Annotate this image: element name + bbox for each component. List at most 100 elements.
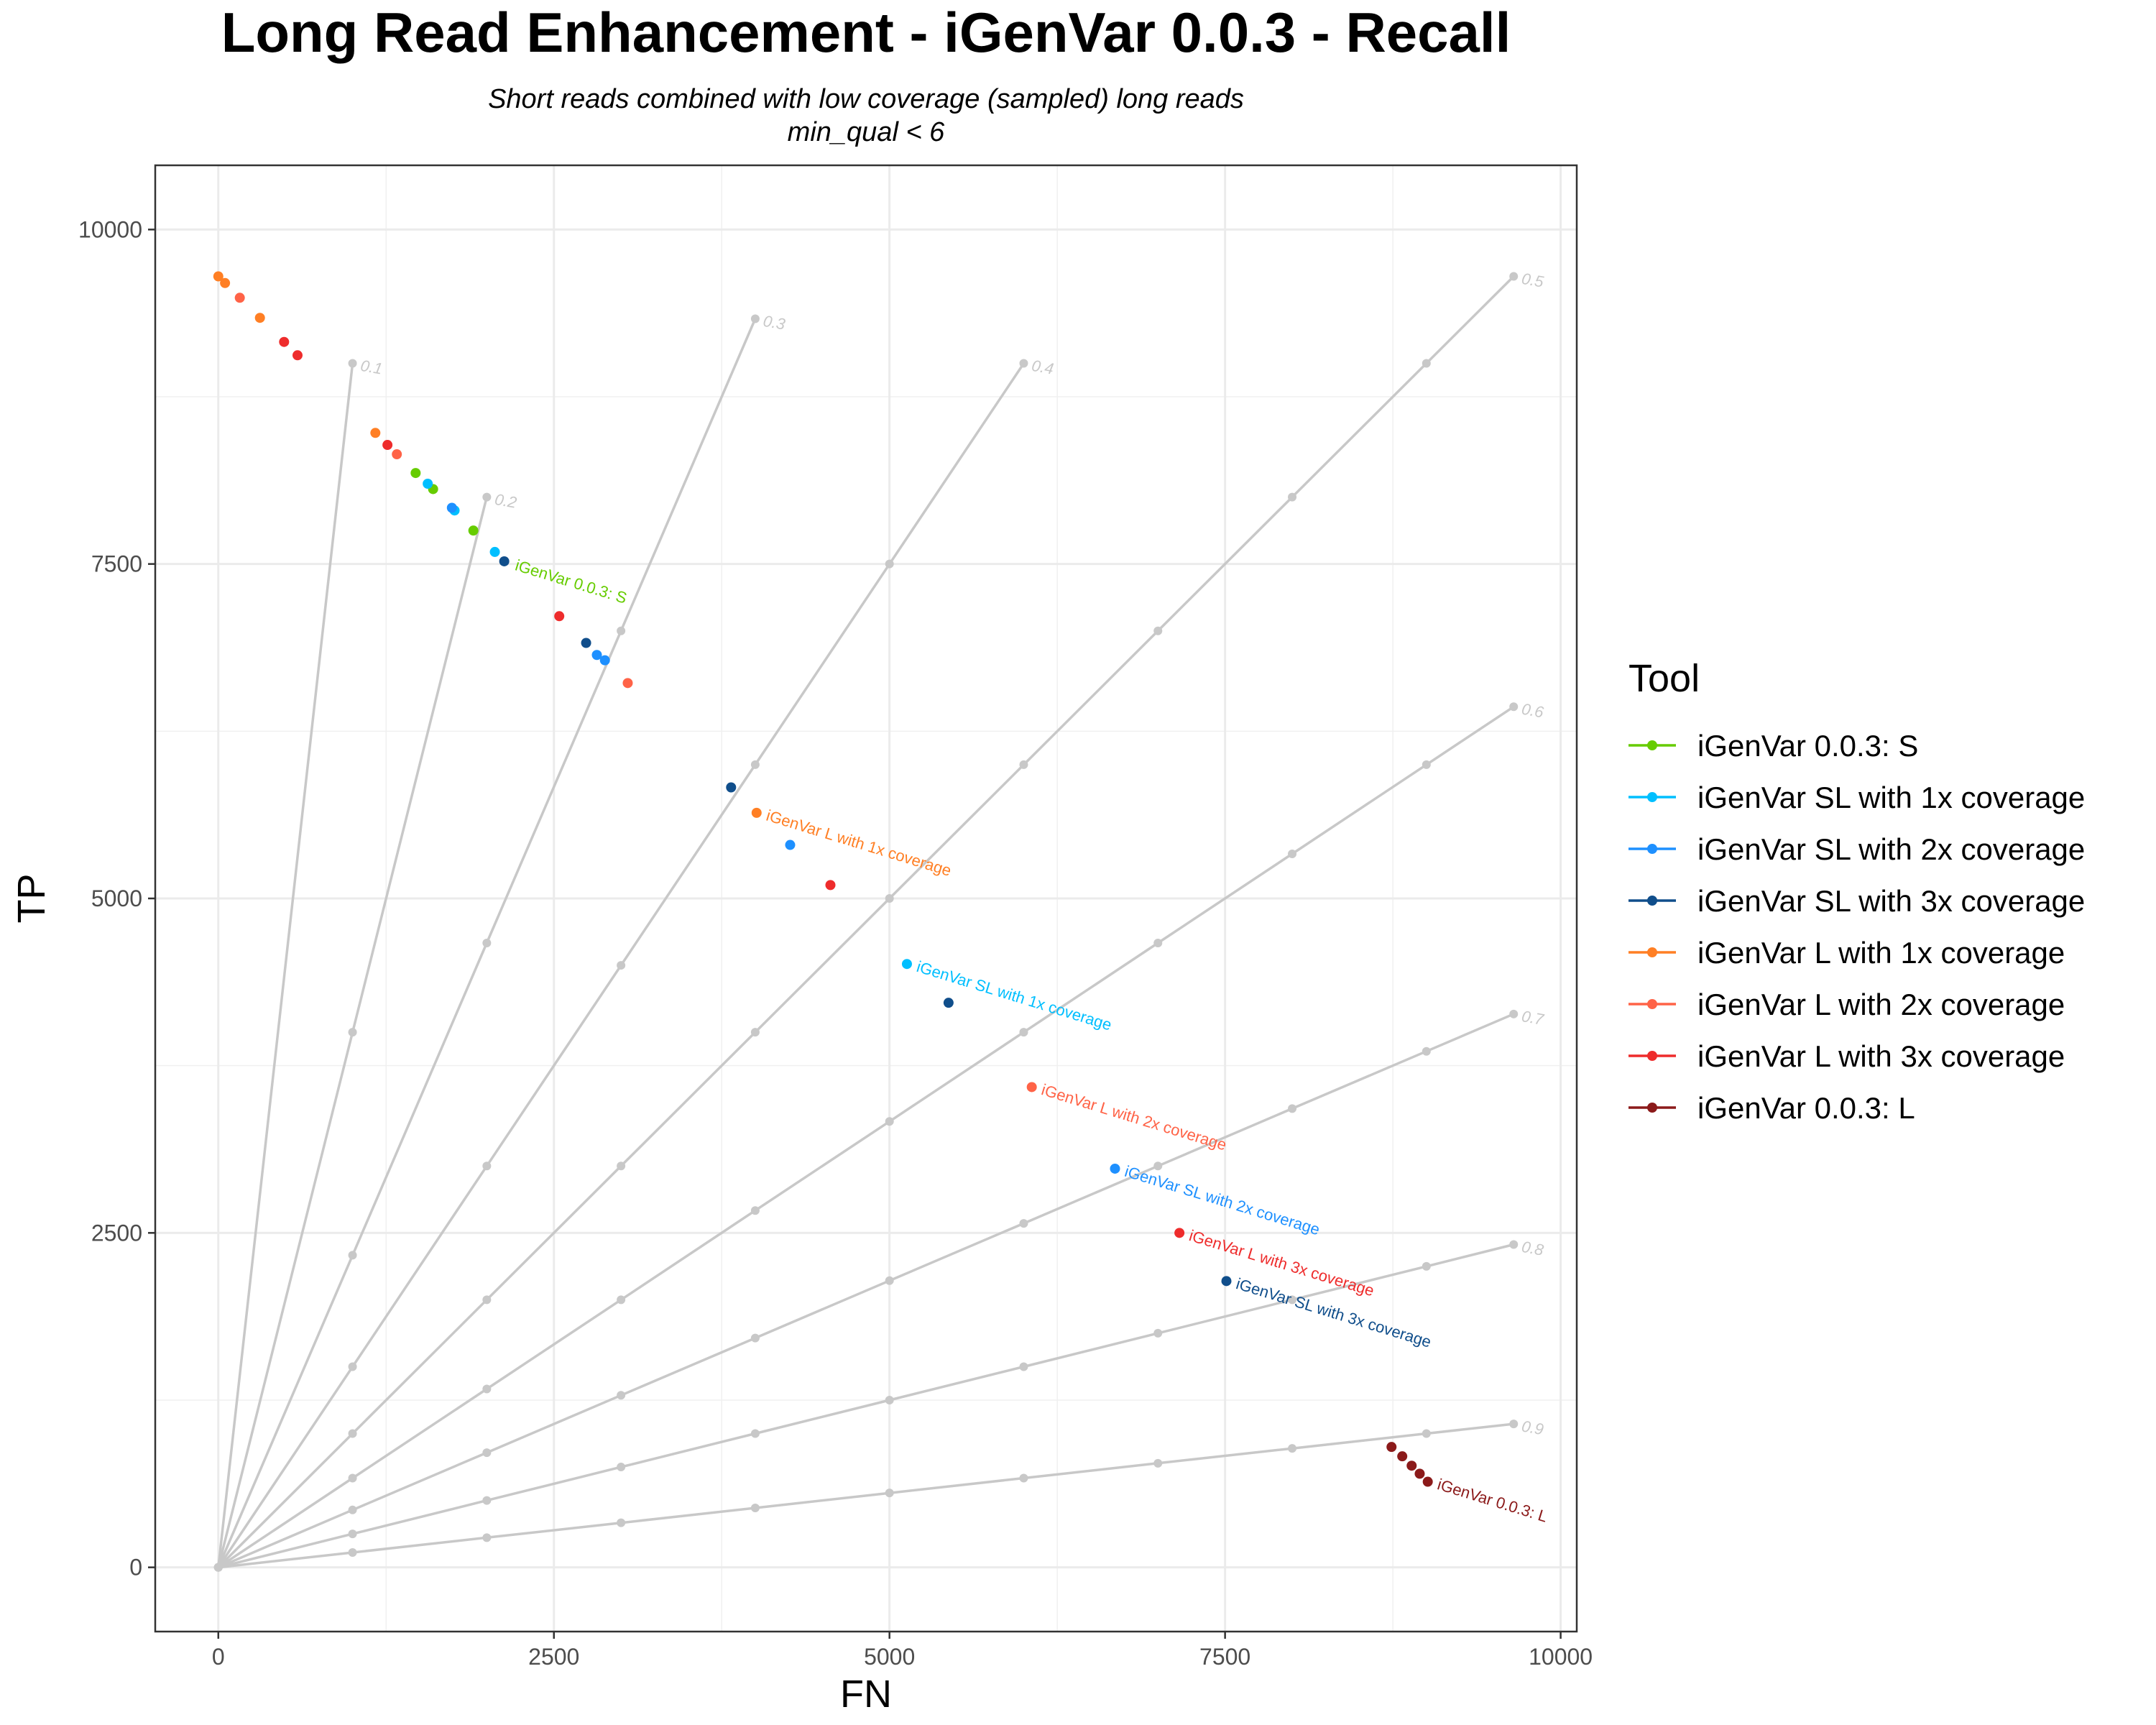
reference-point: [348, 1547, 357, 1557]
legend-item: iGenVar SL with 3x coverage: [1628, 884, 2085, 918]
data-point: [1110, 1163, 1120, 1174]
reference-point: [482, 938, 492, 947]
reference-point: [1019, 359, 1028, 368]
reference-point: [1288, 1444, 1297, 1453]
reference-point: [885, 559, 894, 569]
y-axis-title: TP: [10, 873, 53, 923]
legend-key-point: [1647, 1103, 1657, 1113]
legend-key-point: [1647, 947, 1657, 957]
reference-point: [617, 1518, 626, 1527]
data-point: [901, 959, 912, 970]
reference-point: [482, 492, 492, 502]
reference-point: [348, 1362, 357, 1371]
reference-point: [885, 894, 894, 903]
reference-point: [482, 1162, 492, 1171]
reference-point: [482, 1295, 492, 1305]
data-point: [1221, 1276, 1232, 1287]
reference-line-label: 0.2: [493, 490, 517, 512]
data-point: [943, 998, 954, 1008]
reference-point: [1019, 1028, 1028, 1037]
reference-point: [885, 1395, 894, 1404]
legend-key-point: [1647, 896, 1657, 906]
data-point: [1397, 1451, 1408, 1462]
y-tick-label: 0: [129, 1555, 142, 1581]
x-tick-label: 2500: [528, 1644, 579, 1670]
reference-line-label: 0.8: [1520, 1238, 1545, 1259]
reference-line: [218, 1013, 1514, 1569]
reference-point: [1509, 272, 1519, 281]
legend-key-point: [1647, 740, 1657, 750]
data-point: [1386, 1442, 1397, 1453]
reference-point: [1019, 760, 1028, 769]
reference-line-label: 0.9: [1520, 1417, 1544, 1438]
reference-point: [750, 1333, 760, 1343]
reference-line-label: 0.1: [359, 356, 384, 378]
data-point: [382, 440, 393, 451]
recall-reference-lines: 0.1 0.2 0.3 0.4 0.5 0.6 0.7 0.8 0.9: [213, 270, 1546, 1572]
reference-line-label: 0.4: [1031, 356, 1055, 378]
x-axis-ticks: 0 2500 5000 7500 10000: [212, 1632, 1593, 1670]
reference-point: [1509, 1420, 1519, 1429]
reference-point: [1422, 1261, 1431, 1271]
data-point: [591, 650, 602, 661]
data-point: [785, 840, 796, 850]
data-point: [220, 277, 231, 288]
data-point: [254, 313, 265, 323]
reference-point: [617, 961, 626, 970]
reference-point: [348, 1028, 357, 1037]
legend-key-point: [1647, 999, 1657, 1009]
reference-point: [1509, 1009, 1519, 1018]
legend-key-point: [1647, 1051, 1657, 1061]
reference-point: [617, 1162, 626, 1171]
reference-point: [1153, 626, 1163, 635]
legend-label: iGenVar L with 2x coverage: [1697, 988, 2065, 1021]
legend-label: iGenVar SL with 2x coverage: [1697, 832, 2085, 866]
legend-item: iGenVar L with 3x coverage: [1628, 1039, 2065, 1073]
data-point: [751, 807, 762, 818]
reference-point: [1153, 1458, 1163, 1468]
grid: [155, 165, 1577, 1632]
data-point: [410, 468, 421, 479]
reference-point: [1153, 1162, 1163, 1171]
reference-point: [617, 1391, 626, 1400]
data-point: [489, 546, 500, 557]
reference-point: [1422, 1429, 1431, 1438]
legend-title: Tool: [1628, 657, 1700, 700]
legend-label: iGenVar L with 1x coverage: [1697, 936, 2065, 970]
data-point: [292, 350, 303, 361]
legend-item: iGenVar SL with 1x coverage: [1628, 781, 2085, 814]
legend-label: iGenVar 0.0.3: L: [1697, 1091, 1915, 1125]
reference-line: [218, 1243, 1514, 1569]
reference-point: [750, 760, 760, 769]
reference-point: [617, 1295, 626, 1305]
reference-point: [750, 1206, 760, 1215]
reference-point: [482, 1384, 492, 1394]
reference-line-label: 0.5: [1520, 270, 1545, 291]
chart-subtitle-line-2: min_qual < 6: [788, 117, 946, 147]
reference-point: [617, 626, 626, 635]
x-tick-label: 0: [212, 1644, 225, 1670]
data-point: [554, 611, 565, 622]
data-point: [1414, 1468, 1425, 1479]
data-point: [392, 449, 402, 460]
reference-point: [885, 1117, 894, 1126]
data-point: [581, 638, 591, 648]
reference-point: [617, 1463, 626, 1472]
x-axis-title: FN: [840, 1673, 892, 1716]
legend-label: iGenVar SL with 1x coverage: [1697, 781, 2085, 814]
data-point: [279, 336, 290, 347]
reference-point: [885, 1489, 894, 1498]
data-point: [1422, 1476, 1433, 1487]
reference-point: [1509, 1240, 1519, 1249]
reference-point: [750, 314, 760, 323]
series-point-label: iGenVar SL with 1x coverage: [915, 957, 1114, 1034]
legend: iGenVar 0.0.3: S iGenVar SL with 1x cover…: [1628, 729, 2085, 1125]
data-point: [1406, 1460, 1417, 1471]
reference-point: [348, 1429, 357, 1438]
reference-point: [348, 1530, 357, 1539]
data-point: [622, 678, 633, 689]
y-axis-ticks: 0 2500 5000 7500 10000: [78, 216, 155, 1581]
legend-label: iGenVar 0.0.3: S: [1697, 729, 1918, 763]
